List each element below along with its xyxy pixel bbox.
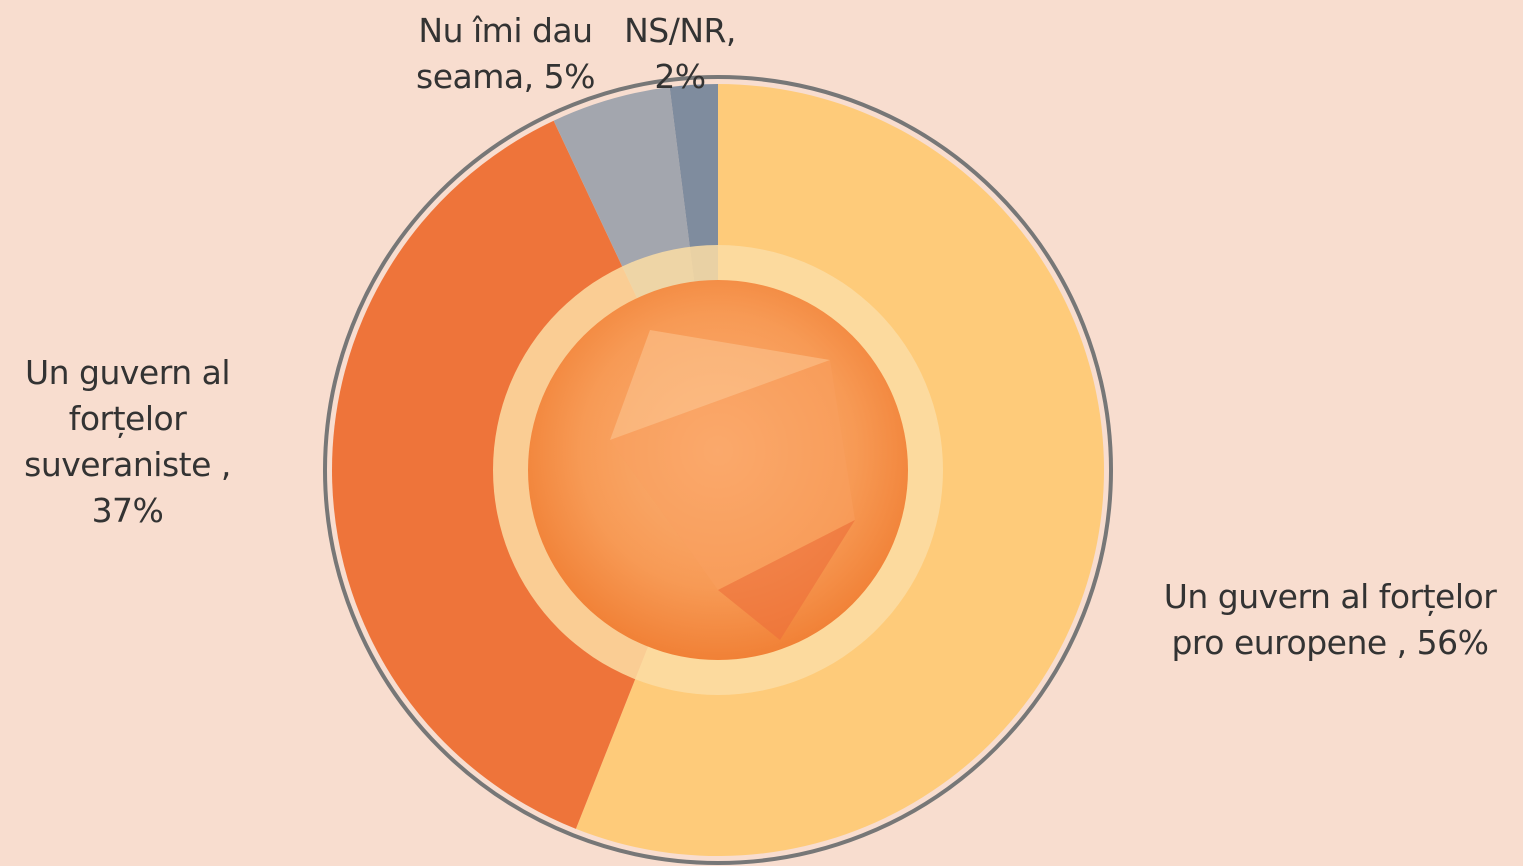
label: Un guvern al forțelor suveraniste , 37%	[24, 353, 231, 530]
label: Nu îmi dau seama, 5%	[416, 11, 595, 96]
facet	[610, 330, 830, 440]
facet	[610, 360, 855, 590]
outer-ring	[323, 75, 1113, 865]
label: Un guvern al forțelor pro europene , 56%	[1163, 577, 1497, 662]
facet	[718, 520, 855, 640]
label: NS/NR, 2%	[624, 11, 736, 96]
